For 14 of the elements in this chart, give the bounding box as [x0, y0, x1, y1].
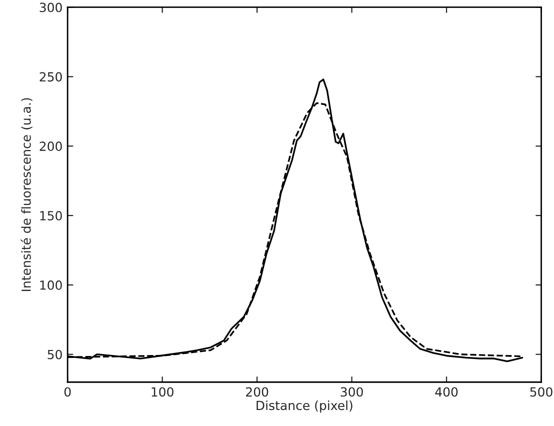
y-tick-label: 100: [40, 280, 62, 290]
x-tick-label: 500: [530, 387, 552, 397]
y-tick-label: 150: [40, 210, 62, 220]
x-axis-title: Distance (pixel): [256, 400, 352, 413]
y-tick-label: 300: [40, 2, 62, 12]
x-tick-label: 300: [340, 387, 363, 397]
y-tick-label: 200: [40, 142, 62, 152]
y-tick-label: 50: [48, 350, 62, 360]
y-axis-title: Intensité de fluorescence (u.a.): [20, 98, 32, 291]
x-tick-label: 200: [246, 387, 268, 397]
x-tick-label: 0: [64, 387, 71, 397]
x-tick-label: 400: [435, 387, 458, 397]
y-tick-label: 250: [40, 72, 62, 82]
x-tick-label: 100: [152, 387, 174, 397]
